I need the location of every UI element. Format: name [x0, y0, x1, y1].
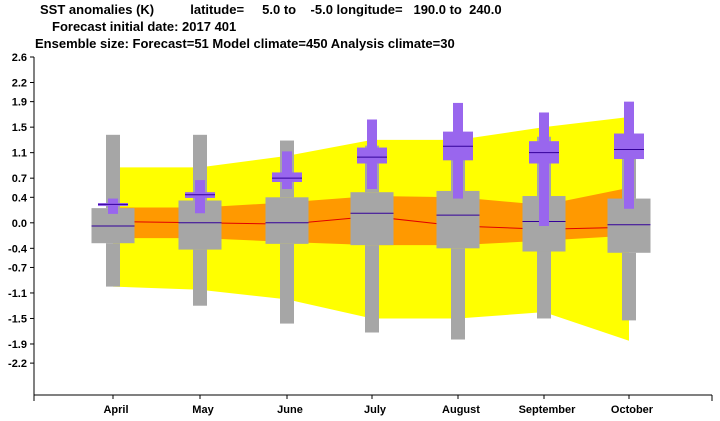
- x-tick-label: April: [103, 404, 128, 416]
- y-tick-label: 2.6: [12, 52, 27, 64]
- y-tick-label: 0.0: [12, 218, 27, 230]
- forecast-whisker: [539, 112, 549, 226]
- model-climate-box: [436, 190, 480, 249]
- x-tick-label: May: [192, 404, 214, 416]
- model-climate-lower-whisker: [622, 252, 636, 321]
- forecast-box: [272, 172, 302, 182]
- forecast-whisker: [108, 198, 118, 214]
- y-tick-label: 1.1: [12, 148, 27, 160]
- y-tick-label: 1.5: [12, 122, 27, 134]
- forecast-date-label: Forecast initial date: 2017 401: [52, 19, 237, 34]
- model-climate-lower-whisker: [537, 251, 551, 319]
- x-tick-label: July: [364, 404, 387, 416]
- y-tick-label: -0.7: [8, 262, 27, 274]
- chart-axes: 2.6 2.2 1.9 1.5 1.1 0.7 0.4 0.0 -0.4 -0.7 -1.1 -1.5…: [8, 52, 713, 416]
- model-climate-lower-whisker: [193, 249, 207, 306]
- model-climate-lower-whisker: [365, 245, 379, 333]
- forecast-box: [357, 147, 387, 164]
- model-climate-box: [350, 192, 394, 246]
- y-tick-label: 2.2: [12, 78, 27, 90]
- forecast-whisker: [282, 151, 292, 190]
- y-tick-label: 0.7: [12, 173, 27, 185]
- x-tick-label: September: [519, 404, 577, 416]
- chart-title: SST anomalies (K) latitude= 5.0 to -5.0 …: [40, 2, 502, 17]
- y-tick-label: -1.9: [8, 339, 27, 351]
- model-climate-box: [265, 197, 309, 244]
- model-climate-lower-whisker: [451, 248, 465, 340]
- x-tick-label: August: [442, 404, 480, 416]
- y-tick-label: 1.9: [12, 97, 27, 109]
- y-tick-label: -1.5: [8, 313, 27, 325]
- x-tick-label: October: [611, 404, 654, 416]
- y-tick-label: 0.4: [12, 192, 28, 204]
- y-tick-label: -2.2: [8, 358, 27, 370]
- y-tick-label: -0.4: [8, 243, 28, 255]
- x-tick-label: June: [277, 404, 303, 416]
- ensemble-size-label: Ensemble size: Forecast=51 Model climate…: [35, 36, 455, 51]
- box-plots: [91, 101, 651, 340]
- model-climate-lower-whisker: [280, 243, 294, 324]
- model-climate-upper-whisker: [106, 134, 120, 209]
- model-climate-lower-whisker: [106, 243, 120, 287]
- y-tick-label: -1.1: [8, 288, 27, 300]
- forecast-box: [614, 133, 644, 160]
